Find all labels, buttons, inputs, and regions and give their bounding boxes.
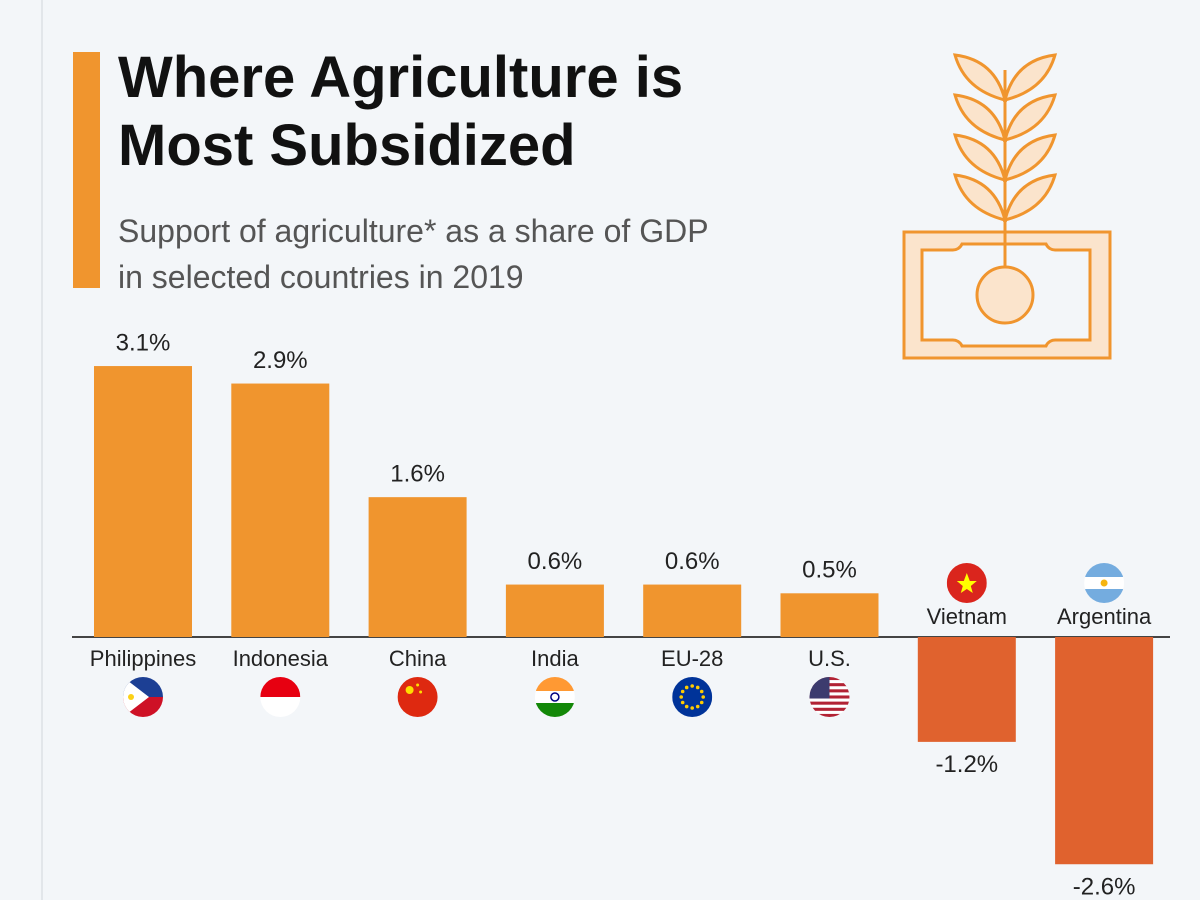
bar bbox=[231, 383, 330, 637]
flag-part bbox=[534, 691, 575, 703]
flag-part bbox=[679, 695, 683, 699]
value-label: -2.6% bbox=[1073, 874, 1136, 900]
flag-part bbox=[260, 677, 301, 697]
flag-part bbox=[680, 689, 685, 694]
flag-part bbox=[690, 706, 694, 710]
flag-part bbox=[1100, 579, 1108, 587]
flag-part bbox=[701, 695, 705, 699]
flag-part bbox=[809, 707, 850, 712]
flag-part bbox=[809, 710, 850, 715]
flag bbox=[397, 677, 438, 717]
flag bbox=[809, 677, 850, 717]
chart-subtitle: Support of agriculture* as a share of GD… bbox=[118, 213, 708, 295]
flag-part bbox=[419, 690, 423, 694]
flag-part bbox=[1084, 563, 1125, 577]
flag bbox=[946, 563, 987, 603]
flag bbox=[260, 677, 301, 717]
value-label: 0.6% bbox=[665, 548, 720, 575]
flag-part bbox=[695, 704, 700, 709]
flag-part bbox=[699, 700, 704, 705]
value-label: 1.6% bbox=[390, 461, 445, 488]
bar bbox=[780, 593, 879, 637]
flag-part bbox=[956, 573, 977, 593]
flag-part bbox=[534, 677, 575, 691]
value-label: 0.5% bbox=[802, 557, 857, 584]
flag-part bbox=[684, 704, 689, 709]
flag-part bbox=[680, 700, 685, 705]
category-label: EU-28 bbox=[661, 646, 723, 671]
flag bbox=[1084, 563, 1125, 603]
flag-part bbox=[809, 704, 850, 709]
chart-title: Where Agriculture is Most Subsidized bbox=[118, 45, 684, 178]
bar bbox=[505, 584, 604, 637]
flag-part bbox=[809, 701, 850, 705]
bar bbox=[368, 497, 467, 637]
flag-part bbox=[1084, 589, 1125, 603]
bar bbox=[643, 584, 742, 637]
category-label: Indonesia bbox=[233, 646, 329, 671]
flag bbox=[672, 677, 713, 717]
accent-bar bbox=[73, 52, 100, 288]
value-label: -1.2% bbox=[935, 751, 998, 778]
flag-part bbox=[128, 694, 134, 700]
flag-part bbox=[809, 713, 850, 717]
flag-part bbox=[809, 677, 830, 699]
flag-part bbox=[684, 685, 689, 690]
category-label: Philippines bbox=[90, 646, 196, 671]
bar bbox=[917, 637, 1016, 742]
value-label: 3.1% bbox=[116, 329, 171, 356]
bar bbox=[1055, 637, 1154, 865]
category-label: Vietnam bbox=[927, 604, 1007, 629]
flag bbox=[123, 677, 163, 717]
flag-part bbox=[123, 677, 149, 717]
flag-part bbox=[397, 677, 438, 717]
flag-part bbox=[416, 683, 420, 687]
flag-part bbox=[534, 703, 575, 717]
flag-part bbox=[695, 685, 700, 690]
flag bbox=[534, 677, 575, 717]
flag-part bbox=[550, 692, 560, 702]
flag-part bbox=[690, 684, 694, 688]
flag-part bbox=[809, 698, 850, 702]
flag-part bbox=[405, 686, 414, 694]
category-label: Argentina bbox=[1057, 604, 1152, 629]
value-label: 0.6% bbox=[528, 548, 583, 575]
category-label: China bbox=[389, 646, 447, 671]
bar bbox=[94, 366, 192, 637]
wheat-icon bbox=[902, 53, 1112, 360]
category-label: U.S. bbox=[808, 646, 851, 671]
flag-part bbox=[699, 689, 704, 694]
category-label: India bbox=[531, 646, 579, 671]
value-label: 2.9% bbox=[253, 347, 308, 374]
flag-part bbox=[260, 697, 301, 717]
flag-part bbox=[672, 677, 713, 717]
